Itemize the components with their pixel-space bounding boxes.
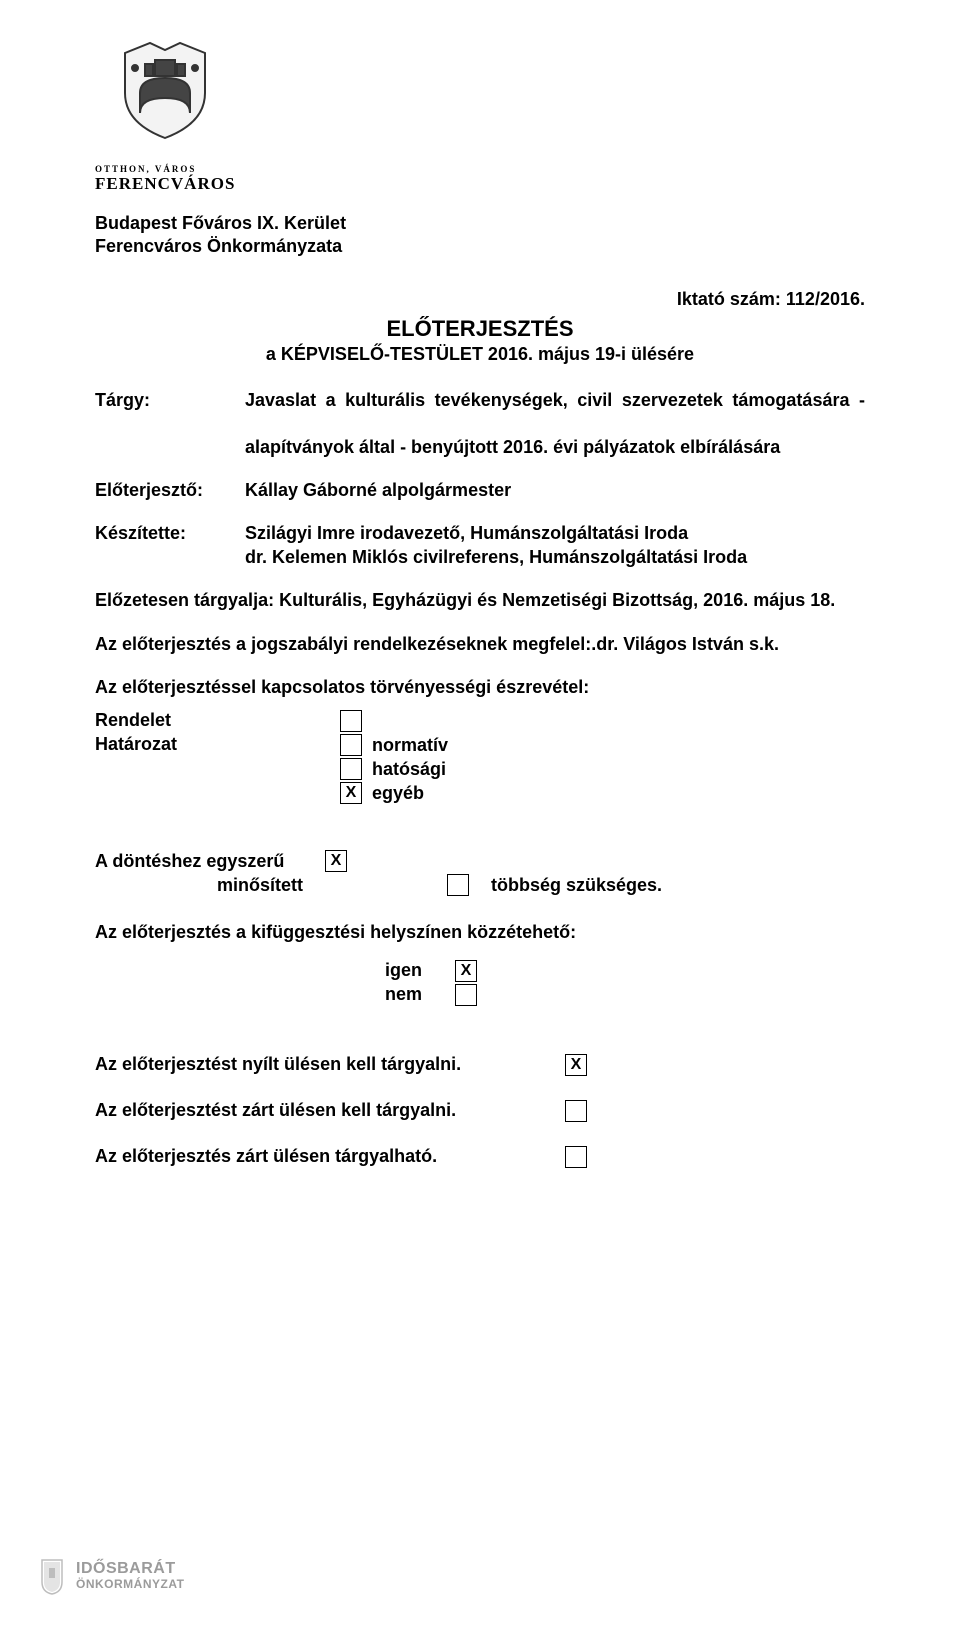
- legality-remark-heading: Az előterjesztéssel kapcsolatos törvénye…: [95, 676, 865, 699]
- normativ-checkbox[interactable]: [340, 734, 362, 756]
- qualified-majority-checkbox[interactable]: [447, 874, 469, 896]
- metadata-block: Tárgy: Javaslat a kulturális tevékenység…: [95, 389, 865, 569]
- author-value-line-1: Szilágyi Imre irodavezető, Humánszolgált…: [245, 522, 865, 545]
- meta-row-subject: Tárgy: Javaslat a kulturális tevékenység…: [95, 389, 865, 459]
- organisation-name: Budapest Főváros IX. Kerület Ferencváros…: [95, 212, 865, 259]
- publish-no-checkbox[interactable]: [455, 984, 477, 1006]
- author-value: Szilágyi Imre irodavezető, Humánszolgált…: [245, 522, 865, 569]
- egyeb-checkbox[interactable]: X: [340, 782, 362, 804]
- resolution-type-group: Rendelet Határozat normatív hatósági X e…: [95, 709, 865, 805]
- footer-line-1: IDŐSBARÁT: [76, 1561, 184, 1578]
- closed-session-optional-checkbox[interactable]: [565, 1146, 587, 1168]
- city-crest-logo: [95, 38, 235, 158]
- closed-session-required-label: Az előterjesztést zárt ülésen kell tárgy…: [95, 1099, 565, 1122]
- closed-session-required-checkbox[interactable]: [565, 1100, 587, 1122]
- footer: IDŐSBARÁT ÖNKORMÁNYZAT: [38, 1556, 184, 1596]
- publishable-heading: Az előterjesztés a kifüggesztési helyszí…: [95, 921, 865, 944]
- footer-text: IDŐSBARÁT ÖNKORMÁNYZAT: [76, 1561, 184, 1590]
- publishable-group: Az előterjesztés a kifüggesztési helyszí…: [95, 921, 865, 1006]
- subject-value: Javaslat a kulturális tevékenységek, civ…: [245, 389, 865, 459]
- author-label: Készítette:: [95, 522, 245, 569]
- majority-suffix: többség szükséges.: [491, 874, 662, 897]
- majority-group: A döntéshez egyszerű X minősített többsé…: [95, 849, 865, 897]
- presenter-label: Előterjesztő:: [95, 479, 245, 502]
- closed-session-optional-label: Az előterjesztés zárt ülésen tárgyalható…: [95, 1145, 565, 1168]
- rendelet-checkbox[interactable]: [340, 710, 362, 732]
- publish-yes-checkbox[interactable]: X: [455, 960, 477, 982]
- subject-value-line-2: alapítványok által - benyújtott 2016. év…: [245, 436, 865, 459]
- meta-row-author: Készítette: Szilágyi Imre irodavezető, H…: [95, 522, 865, 569]
- normativ-label: normatív: [372, 734, 448, 757]
- document-subtitle: a KÉPVISELŐ-TESTÜLET 2016. május 19-i ül…: [95, 344, 865, 365]
- session-type-group: Az előterjesztést nyílt ülésen kell tárg…: [95, 1053, 865, 1169]
- org-line-1: Budapest Főváros IX. Kerület: [95, 212, 865, 235]
- document-title: ELŐTERJESZTÉS: [95, 316, 865, 342]
- subject-label: Tárgy:: [95, 389, 245, 459]
- presenter-value: Kállay Gáborné alpolgármester: [245, 479, 865, 502]
- author-value-line-2: dr. Kelemen Miklós civilreferens, Humáns…: [245, 546, 865, 569]
- hatosagi-checkbox[interactable]: [340, 758, 362, 780]
- simple-majority-checkbox[interactable]: X: [325, 850, 347, 872]
- rendelet-label: Rendelet: [95, 709, 340, 733]
- qualified-majority-label: minősített: [95, 874, 447, 897]
- filing-number: Iktató szám: 112/2016.: [95, 289, 865, 310]
- document-page: OTTHON, VÁROS FERENCVÁROS Budapest Fővár…: [0, 0, 960, 1626]
- publish-yes-label: igen: [385, 959, 455, 982]
- hatosagi-label: hatósági: [372, 758, 446, 781]
- meta-row-presenter: Előterjesztő: Kállay Gáborné alpolgármes…: [95, 479, 865, 502]
- logo-subtitle: OTTHON, VÁROS: [95, 164, 865, 174]
- simple-majority-label: A döntéshez egyszerű: [95, 850, 325, 873]
- footer-line-2: ÖNKORMÁNYZAT: [76, 1578, 184, 1591]
- logo-title: FERENCVÁROS: [95, 174, 865, 194]
- egyeb-label: egyéb: [372, 782, 424, 805]
- compliance-statement: Az előterjesztés a jogszabályi rendelkez…: [95, 633, 865, 656]
- footer-crest-icon: [38, 1556, 66, 1596]
- publish-no-label: nem: [385, 983, 455, 1006]
- org-line-2: Ferencváros Önkormányzata: [95, 235, 865, 258]
- preliminary-review: Előzetesen tárgyalja: Kulturális, Egyház…: [95, 589, 865, 612]
- subject-value-line-1: Javaslat a kulturális tevékenységek, civ…: [245, 389, 865, 436]
- open-session-label: Az előterjesztést nyílt ülésen kell tárg…: [95, 1053, 565, 1076]
- open-session-checkbox[interactable]: X: [565, 1054, 587, 1076]
- hatarozat-label: Határozat: [95, 733, 340, 757]
